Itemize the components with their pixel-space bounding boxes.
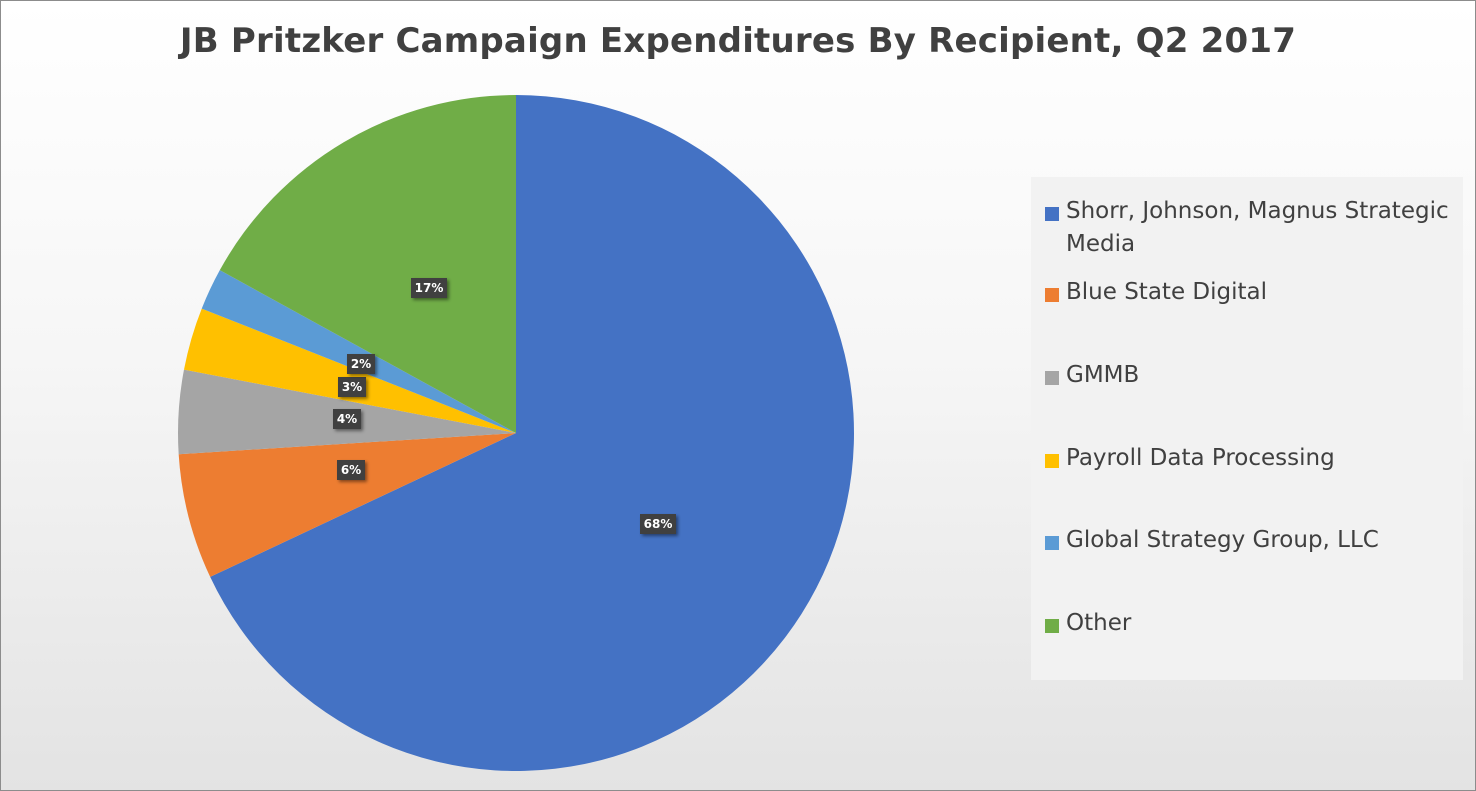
legend-swatch (1045, 371, 1059, 385)
legend-item-payroll-data-processing: Payroll Data Processing (1045, 442, 1455, 475)
legend-label: Global Strategy Group, LLC (1066, 527, 1379, 553)
data-label-gmmb: 4% (333, 409, 361, 429)
data-label-text: 17% (415, 281, 444, 295)
data-label-text: 68% (644, 517, 673, 531)
data-label-global-strategy-group-llc: 2% (347, 354, 375, 374)
legend-swatch (1045, 454, 1059, 468)
data-label-blue-state-digital: 6% (337, 460, 365, 480)
legend-label: Payroll Data Processing (1066, 445, 1335, 471)
legend-item-blue-state-digital: Blue State Digital (1045, 276, 1455, 309)
data-label-text: 2% (351, 357, 371, 371)
legend-swatch (1045, 619, 1059, 633)
data-label-payroll-data-processing: 3% (338, 377, 366, 397)
legend-label: GMMB (1066, 362, 1140, 388)
data-label-box (640, 514, 676, 534)
legend-item-shorr-johnson-magnus: Shorr, Johnson, Magnus Strategic Media (1045, 195, 1455, 261)
pie-slice-other (219, 94, 516, 433)
data-label-text: 6% (341, 463, 361, 477)
pie-data-labels: 68% 6% 4% 3% 2% 17% (333, 278, 676, 534)
data-label-box (338, 377, 366, 397)
legend-label: Blue State Digital (1066, 279, 1267, 305)
data-label-text: 4% (337, 412, 357, 426)
pie-slice-blue-state-digital (178, 433, 516, 577)
chart-title: JB Pritzker Campaign Expenditures By Rec… (179, 21, 1297, 61)
data-label-text: 3% (342, 380, 362, 394)
data-label-shorr-johnson-magnus-strategic-media: 68% (640, 514, 676, 534)
legend: Shorr, Johnson, Magnus Strategic Media B… (1031, 177, 1463, 680)
legend-swatch (1045, 288, 1059, 302)
data-label-box (347, 354, 375, 374)
legend-item-gmmb: GMMB (1045, 359, 1455, 392)
pie-slice-shorr-johnson-magnus-strategic-media (210, 95, 854, 771)
data-label-box (411, 278, 447, 298)
pie-slices (178, 94, 854, 771)
data-label-other: 17% (411, 278, 447, 298)
data-label-box (333, 409, 361, 429)
legend-label: Other (1066, 610, 1132, 636)
legend-label: Shorr, Johnson, Magnus Strategic Media (1066, 198, 1449, 257)
legend-swatch (1045, 207, 1059, 221)
pie-slice-global-strategy-group-llc (201, 270, 517, 433)
legend-swatch (1045, 536, 1059, 550)
data-label-box (337, 460, 365, 480)
legend-item-other: Other (1045, 607, 1455, 640)
legend-item-global-strategy-group: Global Strategy Group, LLC (1045, 524, 1455, 557)
